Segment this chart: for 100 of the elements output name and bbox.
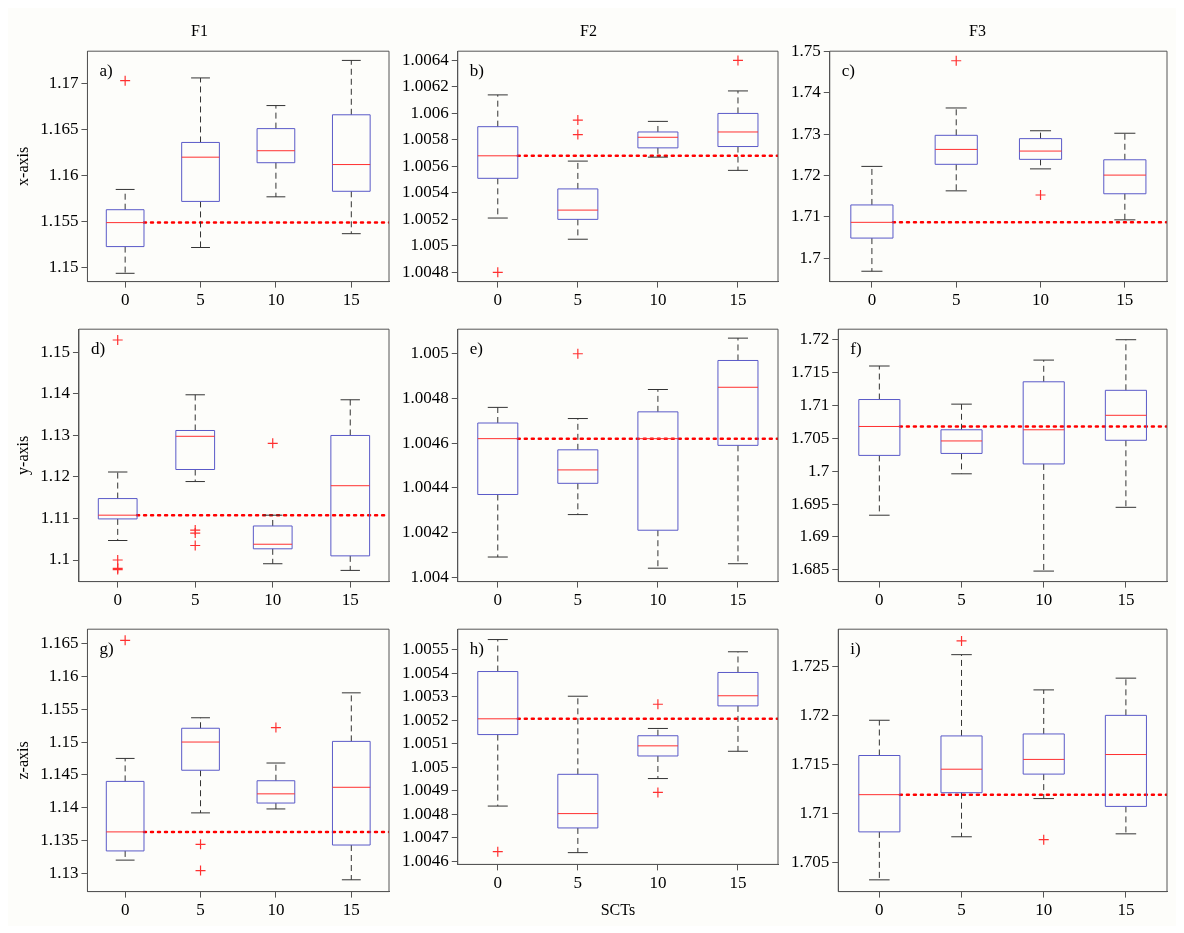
- x-tick-label: 10: [1032, 290, 1050, 310]
- y-tick-label: 1.0058: [402, 129, 449, 149]
- chart-title: F1: [191, 21, 208, 39]
- x-tick-label: 0: [493, 590, 503, 610]
- x-tick-label: 15: [1117, 900, 1135, 920]
- y-tick-label: 1.0046: [402, 432, 449, 452]
- y-tick-label: 1.74: [791, 82, 822, 102]
- x-tick-label: 5: [196, 290, 205, 310]
- y-tick-label: 1.165: [40, 633, 79, 653]
- x-tick-label: 5: [957, 900, 966, 920]
- y-tick-label: 1.145: [40, 764, 79, 784]
- annotation: d): [90, 339, 106, 359]
- chart-title: F3: [969, 21, 986, 39]
- y-tick-label: 1.75: [791, 40, 821, 60]
- y-tick-label: 1.72: [791, 164, 821, 184]
- y-tick-label: 1.16: [48, 665, 79, 685]
- x-tick-label: 15: [729, 290, 747, 310]
- y-tick-label: 1.14: [40, 383, 71, 403]
- x-tick-label: 15: [1117, 590, 1135, 610]
- y-tick-label: 1.0062: [402, 76, 449, 96]
- y-axis-title: y-axis: [13, 435, 32, 475]
- y-tick-label: 1.005: [410, 343, 449, 363]
- y-tick-label: 1.15: [48, 731, 79, 751]
- y-tick-label: 1.715: [791, 753, 830, 773]
- y-tick-label: 1.69: [799, 526, 830, 546]
- x-tick-label: 10: [649, 290, 667, 310]
- x-tick-label: 5: [196, 900, 205, 920]
- x-tick-label: 0: [875, 590, 884, 610]
- y-tick-label: 1.13: [48, 862, 79, 882]
- chart-title: F2: [580, 21, 597, 39]
- x-tick-label: 10: [264, 590, 282, 610]
- y-tick-label: 1.0056: [402, 155, 449, 175]
- y-tick-label: 1.0054: [402, 662, 450, 682]
- y-tick-label: 1.17: [48, 72, 79, 92]
- y-tick-label: 1.15: [48, 257, 79, 277]
- y-tick-label: 1.0046: [402, 850, 449, 870]
- y-tick-label: 1.685: [791, 559, 830, 579]
- y-tick-label: 1.71: [791, 206, 821, 226]
- x-tick-label: 0: [113, 590, 122, 610]
- y-axis-title: z-axis: [13, 741, 31, 780]
- y-tick-label: 1.0044: [402, 477, 450, 497]
- y-tick-label: 1.71: [799, 802, 830, 822]
- x-tick-label: 15: [1116, 290, 1134, 310]
- y-tick-label: 1.0048: [402, 387, 449, 407]
- y-tick-label: 1.165: [40, 119, 79, 138]
- x-tick-label: 10: [649, 590, 667, 610]
- y-tick-label: 1.0055: [402, 639, 449, 659]
- x-tick-label: 5: [573, 590, 583, 610]
- x-tick-label: 0: [493, 290, 503, 310]
- y-tick-label: 1.725: [791, 655, 830, 675]
- x-tick-label: 0: [120, 900, 130, 920]
- y-tick-label: 1.11: [40, 507, 70, 527]
- annotation: e): [469, 339, 483, 359]
- y-tick-label: 1.715: [791, 362, 830, 382]
- y-tick-label: 1.0051: [402, 733, 449, 753]
- x-tick-label: 0: [493, 873, 503, 893]
- x-tick-label: 0: [120, 290, 130, 310]
- x-tick-label: 10: [267, 290, 285, 310]
- x-tick-label: 5: [957, 590, 966, 610]
- annotation: c): [841, 61, 855, 81]
- y-tick-label: 1.005: [410, 756, 449, 776]
- y-tick-label: 1.0047: [402, 827, 450, 847]
- x-tick-label: 15: [342, 900, 360, 920]
- y-tick-label: 1.705: [791, 851, 830, 871]
- y-tick-label: 1.0064: [402, 49, 450, 69]
- x-tick-label: 10: [649, 873, 667, 893]
- x-tick-label: 0: [867, 290, 877, 310]
- y-tick-label: 1.73: [791, 123, 821, 143]
- y-axis-title: x-axis: [13, 146, 31, 186]
- y-tick-label: 1.155: [40, 698, 79, 718]
- x-tick-label: 10: [267, 900, 285, 920]
- y-tick-label: 1.0052: [402, 709, 449, 729]
- annotation: i): [850, 639, 861, 659]
- y-tick-label: 1.12: [40, 466, 70, 486]
- x-tick-label: 10: [1035, 900, 1053, 920]
- x-tick-label: 5: [573, 873, 583, 893]
- y-tick-label: 1.72: [799, 329, 830, 349]
- y-tick-label: 1.155: [40, 211, 79, 231]
- y-tick-label: 1.0042: [402, 521, 449, 541]
- x-tick-label: 10: [1035, 590, 1053, 610]
- y-tick-label: 1.0052: [402, 208, 449, 228]
- x-tick-label: 15: [729, 590, 747, 610]
- annotation: b): [469, 61, 484, 81]
- y-tick-label: 1.16: [48, 165, 79, 185]
- y-tick-label: 1.0049: [402, 780, 449, 800]
- annotation: a): [99, 61, 113, 81]
- y-tick-label: 1.004: [410, 566, 450, 586]
- x-tick-label: 5: [951, 290, 961, 310]
- y-tick-label: 1.71: [799, 394, 830, 414]
- x-tick-label: 15: [729, 873, 747, 893]
- y-tick-label: 1.72: [799, 704, 830, 724]
- y-tick-label: 1.13: [40, 424, 70, 444]
- x-tick-label: 0: [875, 900, 884, 920]
- annotation: f): [850, 339, 862, 359]
- y-tick-label: 1.006: [410, 102, 449, 122]
- y-tick-label: 1.0048: [402, 803, 449, 823]
- y-tick-label: 1.135: [40, 829, 79, 849]
- x-tick-label: 5: [573, 290, 583, 310]
- x-axis-title: SCTs: [600, 900, 636, 918]
- y-tick-label: 1.0053: [402, 686, 449, 706]
